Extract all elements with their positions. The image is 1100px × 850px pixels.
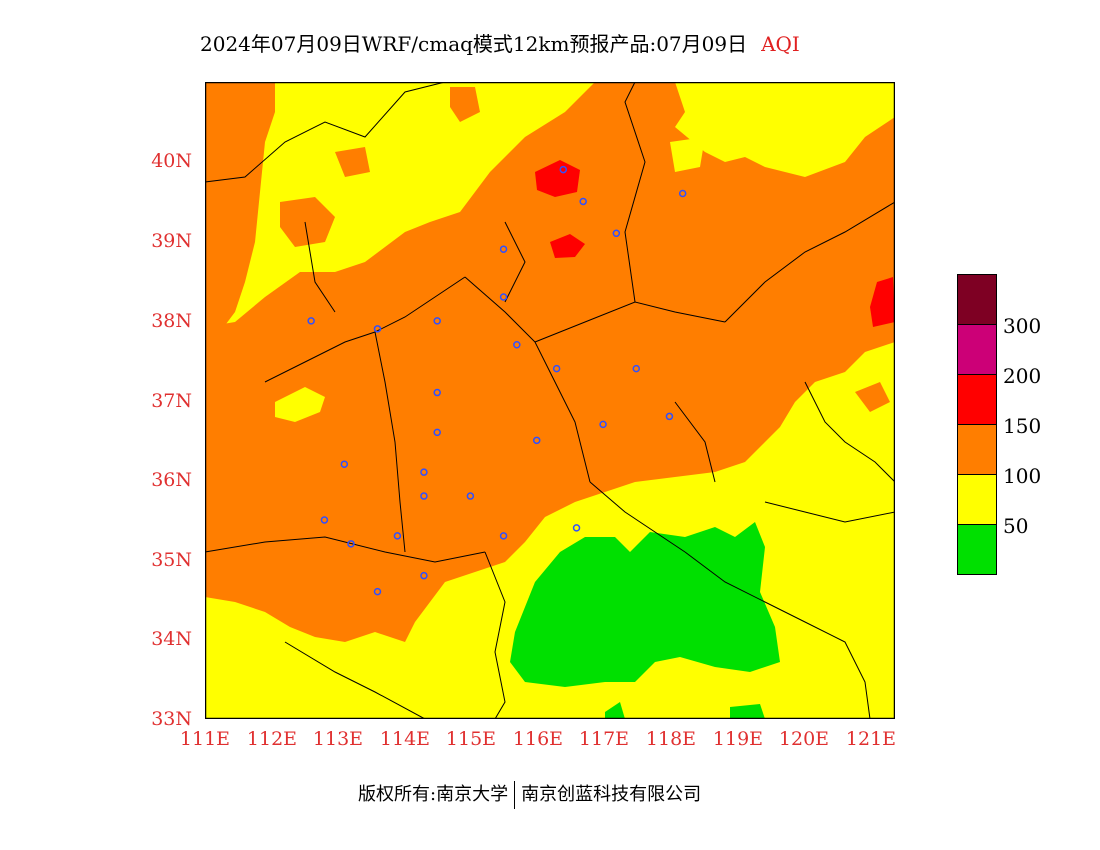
lon-label: 113E (312, 728, 364, 750)
copyright-left: 版权所有:南京大学 (358, 784, 509, 805)
city-marker (678, 189, 687, 198)
lat-label: 34N (151, 628, 192, 650)
lon-label: 114E (379, 728, 431, 750)
city-marker (499, 532, 508, 540)
legend-label: 100 (1003, 464, 1042, 488)
city-marker (532, 436, 541, 445)
usg-region (205, 82, 895, 642)
lon-label: 112E (246, 728, 298, 750)
aqi-map (205, 82, 895, 719)
city-marker (307, 317, 315, 325)
lon-label: 117E (578, 728, 630, 750)
city-marker (579, 197, 587, 206)
moderate-pocket (670, 137, 705, 172)
city-marker (572, 524, 581, 532)
city-markers (307, 165, 687, 596)
copyright-right: 南京创蓝科技有限公司 (521, 784, 702, 805)
lat-label: 38N (151, 310, 192, 332)
city-marker (373, 325, 382, 333)
map-title: 2024年07月09日WRF/cmaq模式12km预报产品:07月09日 AQI (200, 28, 800, 57)
city-marker (599, 420, 607, 429)
lat-label: 36N (151, 469, 192, 491)
lon-label: 116E (512, 728, 564, 750)
usg-patch (450, 87, 480, 122)
legend-label: 150 (1003, 414, 1042, 438)
legend-swatch-100-150 (957, 424, 997, 475)
lat-label: 35N (151, 549, 192, 571)
usg-patch (280, 197, 335, 247)
legend-swatch-0-50 (957, 524, 997, 575)
legend-swatch-200-300 (957, 324, 997, 375)
city-marker (433, 388, 441, 397)
city-marker (513, 341, 521, 349)
city-marker (393, 532, 402, 540)
legend-swatch-300plus (957, 274, 997, 325)
legend-label: 300 (1003, 314, 1042, 338)
city-marker (320, 516, 329, 524)
city-marker (420, 468, 428, 476)
map-frame (205, 82, 895, 719)
title-variable: AQI (761, 32, 800, 56)
title-text: 2024年07月09日WRF/cmaq模式12km预报产品:07月09日 (200, 32, 748, 56)
legend-swatch-50-100 (957, 474, 997, 525)
city-marker (433, 428, 441, 437)
good-patch (605, 702, 625, 719)
city-marker (632, 364, 640, 373)
city-marker (559, 165, 568, 174)
lon-label: 120E (778, 728, 830, 750)
city-marker (420, 571, 428, 580)
lon-label: 111E (179, 728, 231, 750)
lat-label: 40N (151, 150, 192, 172)
city-marker (612, 229, 621, 238)
city-marker (373, 587, 382, 596)
moderate-pocket (275, 387, 325, 422)
lon-label: 118E (645, 728, 697, 750)
city-marker (340, 460, 349, 468)
city-marker (552, 364, 561, 373)
lat-label: 39N (151, 230, 192, 252)
lon-label: 121E (845, 728, 897, 750)
lat-label: 37N (151, 390, 192, 412)
province-boundaries (205, 82, 895, 719)
city-marker (420, 492, 428, 500)
city-marker (499, 245, 508, 253)
city-marker (433, 317, 441, 325)
usg-patch (710, 172, 750, 202)
lon-label: 119E (712, 728, 764, 750)
legend-swatch-150-200 (957, 374, 997, 425)
good-patch (730, 704, 765, 719)
usg-patch (855, 382, 890, 412)
city-marker (347, 540, 355, 548)
legend-label: 50 (1003, 514, 1029, 538)
city-marker (665, 412, 674, 421)
unhealthy-region (535, 160, 580, 197)
lon-label: 115E (445, 728, 497, 750)
good-region (510, 522, 780, 687)
city-marker (466, 492, 475, 500)
lat-label: 33N (151, 708, 192, 730)
legend-label: 200 (1003, 364, 1042, 388)
city-marker (499, 293, 508, 301)
unhealthy-region (870, 277, 895, 327)
copyright-footer: 版权所有:南京大学 南京创蓝科技有限公司 (358, 780, 701, 809)
unhealthy-region (550, 234, 585, 258)
footer-divider (514, 781, 516, 809)
usg-patch (335, 147, 370, 177)
